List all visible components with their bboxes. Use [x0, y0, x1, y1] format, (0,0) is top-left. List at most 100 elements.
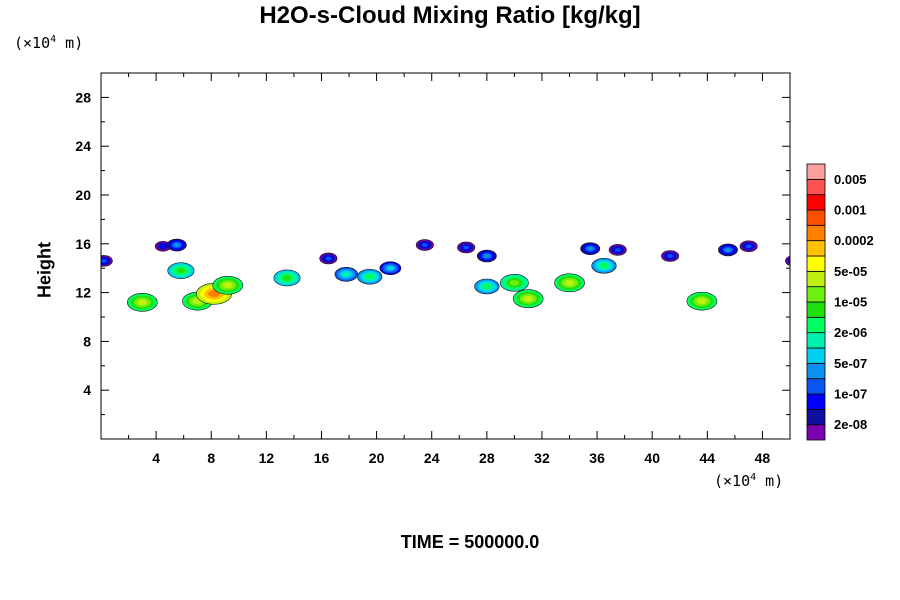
x-axis: 4 8 12 16 20 24 28 32 36 40 44 48	[128, 73, 771, 466]
cloud-cell	[785, 255, 797, 267]
x-tick-label: 4	[152, 450, 160, 466]
colorbar-swatch	[806, 362, 826, 380]
colorbar-swatch	[806, 286, 826, 303]
cloud-contour	[325, 256, 332, 261]
cloud-contour	[523, 295, 534, 302]
cloud-contour	[159, 244, 167, 249]
cloud-cell	[500, 274, 529, 292]
y-tick-label: 28	[75, 89, 91, 105]
colorbar-swatch	[806, 270, 826, 288]
colorbar-label: 2e-08	[834, 417, 867, 432]
cloud-contour	[564, 279, 575, 286]
cloud-cell	[661, 250, 680, 262]
colorbar: 2e-08 1e-07 5e-07 2e-06 1e-05 5e-05 0.0002 0.00…	[806, 163, 874, 441]
cloud-cell	[739, 240, 758, 253]
cloud-contour	[482, 284, 491, 289]
colorbar-swatch	[806, 224, 826, 242]
cloud-cell	[718, 243, 738, 257]
colorbar-swatch	[806, 424, 826, 441]
x-tick-label: 20	[369, 450, 385, 466]
colorbar-swatch	[806, 378, 826, 395]
cloud-contour	[176, 267, 186, 274]
x-tick-label: 40	[644, 450, 660, 466]
cloud-cell	[379, 261, 402, 276]
colorbar-label: 1e-05	[834, 295, 867, 310]
cloud-contour	[791, 259, 797, 263]
x-tick-label: 32	[534, 450, 550, 466]
x-tick-label: 28	[479, 450, 495, 466]
colorbar-label: 5e-07	[834, 356, 867, 371]
cloud-cell	[608, 244, 627, 256]
colorbar-swatch	[806, 209, 826, 226]
cloud-contour	[586, 246, 594, 251]
cloud-contour	[365, 274, 374, 280]
cloud-cell	[334, 266, 358, 282]
cloud-contour	[208, 290, 220, 298]
cloud-cell	[512, 289, 544, 309]
cloud-cell	[127, 293, 158, 312]
cloud-cell	[167, 262, 195, 279]
x-axis-unit: (×104 m)	[714, 472, 784, 490]
cloud-contour	[282, 275, 292, 281]
colorbar-label: 0.001	[834, 203, 867, 218]
x-tick-label: 8	[207, 450, 215, 466]
cloud-cell	[474, 278, 500, 295]
x-tick-label: 48	[755, 450, 771, 466]
cloud-contour	[724, 247, 732, 252]
x-tick-label: 16	[314, 450, 330, 466]
cloud-contour	[667, 254, 674, 258]
cloud-cell	[686, 291, 718, 311]
y-tick-label: 4	[83, 382, 91, 398]
cloud-cell	[319, 252, 338, 265]
cloud-cell	[580, 242, 601, 255]
x-tick-label: 44	[700, 450, 716, 466]
cloud-contour	[614, 248, 621, 252]
plot-area	[101, 238, 797, 312]
colorbar-swatch	[806, 255, 826, 272]
cloud-contour	[599, 263, 609, 269]
colorbar-swatch	[806, 408, 826, 426]
colorbar-label: 2e-06	[834, 325, 867, 340]
cloud-cell	[457, 241, 476, 254]
colorbar-swatch	[806, 332, 826, 349]
colorbar-swatch	[806, 393, 826, 410]
y-tick-label: 24	[75, 138, 91, 154]
cloud-contour	[745, 244, 752, 249]
cloud-cell	[591, 257, 617, 274]
colorbar-swatch	[806, 301, 826, 318]
cloud-contour	[789, 259, 790, 263]
colorbar-swatch	[806, 316, 826, 334]
cloud-contour	[342, 271, 351, 277]
colorbar-swatch	[806, 178, 826, 196]
cloud-contour	[696, 298, 707, 305]
y-tick-label: 12	[75, 285, 91, 301]
cloud-contour	[421, 243, 428, 247]
colorbar-swatch	[806, 240, 826, 257]
cloud-cell	[476, 249, 497, 263]
colorbar-label: 1e-07	[834, 387, 867, 402]
colorbar-swatch	[806, 163, 826, 180]
cloud-cell	[212, 275, 244, 295]
cloud-cell	[273, 269, 301, 287]
cloud-contour	[463, 245, 470, 250]
cloud-contour	[509, 280, 520, 286]
cloud-contour	[386, 266, 394, 271]
cloud-cell	[101, 255, 113, 267]
y-tick-label: 8	[83, 333, 91, 349]
colorbar-label: 0.0002	[834, 233, 874, 248]
cloud-contour	[101, 259, 107, 263]
cloud-contour	[137, 299, 148, 306]
y-axis-unit: (×104 m)	[14, 34, 84, 52]
x-tick-label: 24	[424, 450, 440, 466]
x-tick-label: 36	[589, 450, 605, 466]
y-tick-label: 16	[75, 236, 91, 252]
cloud-cell	[554, 273, 585, 293]
colorbar-swatch	[806, 347, 826, 364]
plot-frame	[100, 72, 791, 440]
y-tick-label: 20	[75, 187, 91, 203]
cloud-cell	[357, 268, 383, 285]
cloud-cell	[154, 240, 172, 252]
cloud-cell	[415, 239, 434, 251]
cloud-contour	[787, 257, 790, 265]
